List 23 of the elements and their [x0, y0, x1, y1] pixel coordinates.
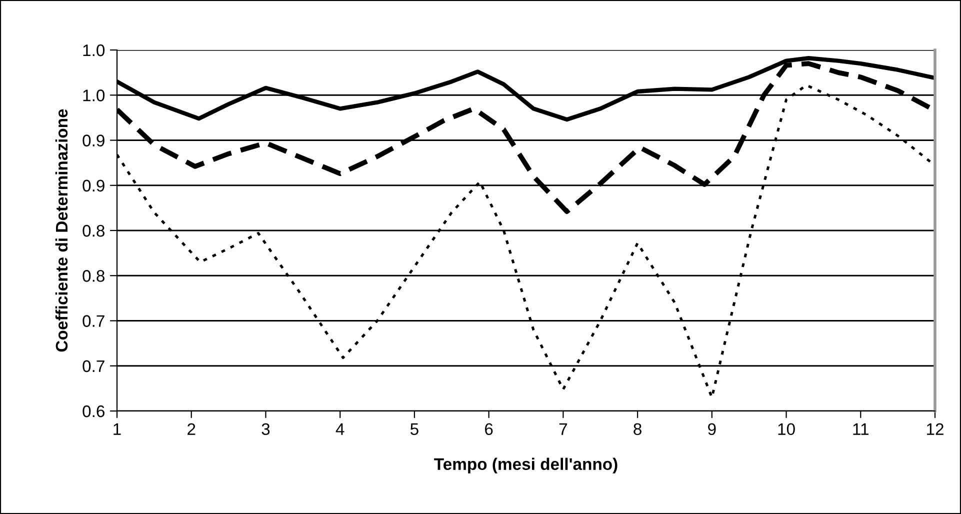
x-tick-label: 6: [485, 423, 493, 436]
y-tick-label: 1.0: [83, 90, 105, 102]
x-tick-label: 4: [336, 423, 344, 435]
y-tick-label: 0.7: [82, 315, 104, 327]
x-tick-label: 2: [188, 423, 196, 435]
x-tick-label: 11: [853, 423, 868, 435]
y-axis-title: Coefficiente di Determinazione: [55, 109, 68, 352]
x-tick-label: 8: [634, 423, 642, 436]
x-tick-label: 7: [559, 423, 567, 435]
x-tick-label: 1: [114, 423, 121, 435]
x-tick-label: 12: [927, 423, 944, 435]
y-tick-label: 0.9: [82, 134, 104, 146]
y-tick-label: 0.9: [82, 180, 104, 192]
x-tick-label: 10: [778, 423, 795, 436]
x-tick-label: 5: [410, 423, 418, 436]
y-tick-label: 1.0: [83, 44, 105, 56]
y-tick-label: 0.6: [82, 405, 104, 418]
y-tick-label: 0.7: [82, 360, 104, 372]
y-tick-label: 0.8: [82, 224, 104, 237]
x-tick-label: 3: [262, 423, 270, 436]
x-tick-label: 9: [708, 423, 716, 436]
x-axis-title: Tempo (mesi dell'anno): [434, 458, 618, 474]
y-tick-label: 0.8: [82, 270, 104, 282]
